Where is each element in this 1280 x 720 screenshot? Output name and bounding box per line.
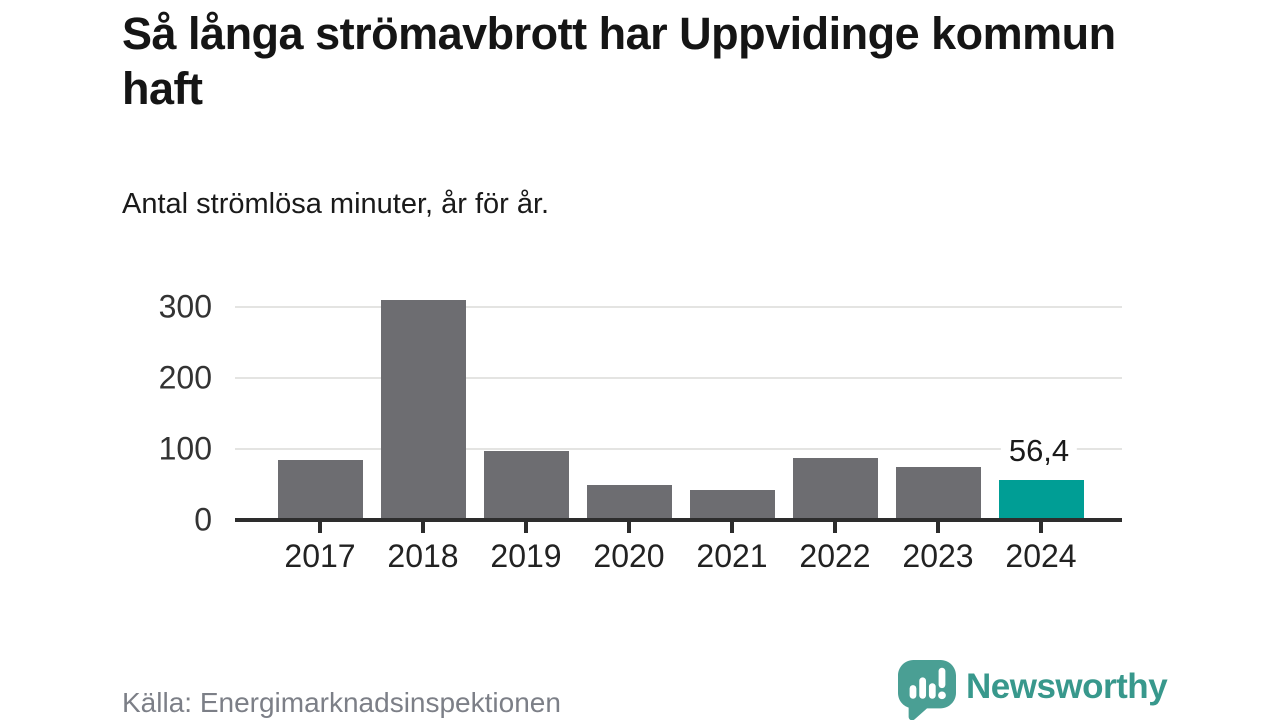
x-axis-tick-mark (421, 522, 425, 533)
x-axis-tick-label: 2021 (696, 538, 768, 574)
newsworthy-bubble-chart-icon (898, 660, 956, 720)
x-axis-line (235, 518, 1122, 522)
x-axis-tick-label: 2024 (1005, 538, 1077, 574)
bar-2020 (586, 484, 672, 520)
y-axis-tick-label: 100 (158, 430, 212, 467)
bar-2019 (483, 451, 569, 520)
x-axis-tick-label: 2023 (902, 538, 974, 574)
gridline-100 (235, 448, 1122, 451)
bar-2024-highlighted (998, 479, 1084, 520)
x-axis-tick-mark (833, 522, 837, 533)
bar-2017 (277, 459, 363, 520)
x-axis-tick-mark (730, 522, 734, 533)
x-axis-tick-mark (524, 522, 528, 533)
chart-title: Så långa strömavbrott har Uppvidinge kom… (122, 8, 1116, 114)
bar-2018 (380, 299, 466, 520)
x-axis-tick-mark (1039, 522, 1043, 533)
x-axis-tick-label: 2019 (490, 538, 562, 574)
x-axis-tick-label: 2018 (387, 538, 459, 574)
source-note: Källa: Energimarknadsinspektionen (122, 687, 561, 718)
gridline-300 (235, 306, 1122, 309)
bar-2021 (689, 490, 775, 520)
x-axis-tick-mark (936, 522, 940, 533)
x-axis-tick-mark (318, 522, 322, 533)
chart-subtitle: Antal strömlösa minuter, år för år. (122, 188, 550, 220)
newsworthy-logo: Newsworthy (898, 660, 1168, 720)
newsworthy-wordmark: Newsworthy (966, 667, 1168, 706)
y-axis-tick-label: 200 (158, 359, 212, 396)
x-axis-tick-label: 2020 (593, 538, 665, 574)
y-axis-tick-label: 300 (158, 288, 212, 325)
x-axis-tick-label: 2017 (284, 538, 356, 574)
bar-chart-plot-area: 0 100 200 300 2017 2018 2019 2020 2021 2022 2023 20… (159, 289, 1122, 574)
gridline-200 (235, 377, 1122, 380)
bar-2023 (895, 466, 981, 520)
highlight-bar-value-label: 56,4 (1000, 433, 1078, 469)
x-axis-tick-label: 2022 (799, 538, 871, 574)
x-axis-tick-mark (627, 522, 631, 533)
y-axis-tick-label: 0 (194, 501, 212, 538)
bar-2022 (792, 458, 878, 520)
